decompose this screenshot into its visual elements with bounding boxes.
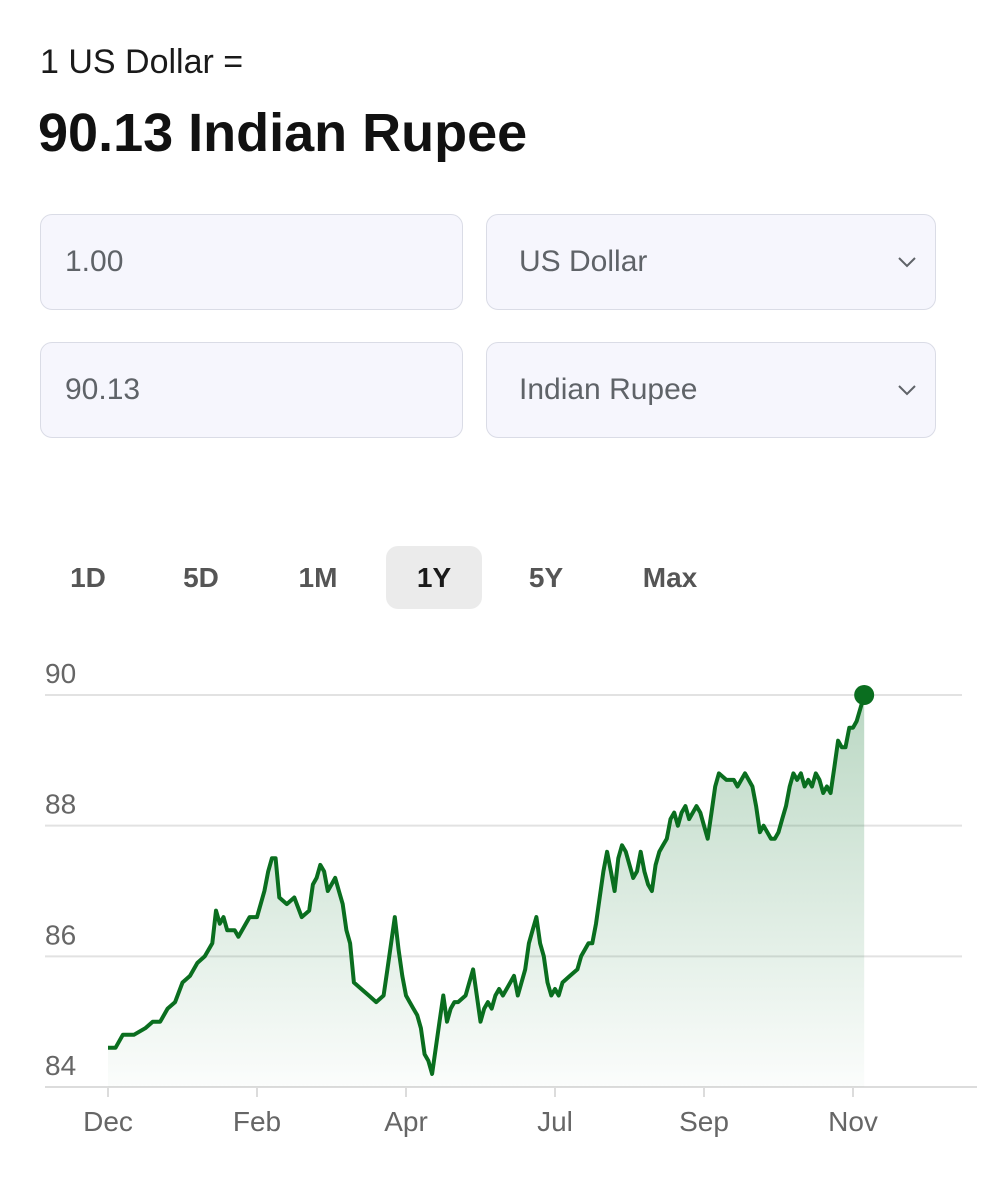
tab-label: 5Y	[528, 561, 564, 593]
series-area	[108, 695, 865, 1087]
y-tick-label: 90	[45, 658, 76, 689]
from-amount-input[interactable]: 1.00	[40, 214, 463, 310]
conversion-result: 90.13 Indian Rupee	[38, 103, 528, 163]
to-currency-value: Indian Rupee	[519, 373, 698, 406]
x-tick-label: Apr	[384, 1106, 428, 1137]
latest-point-marker	[854, 685, 875, 705]
tab-1m[interactable]: 1M	[270, 546, 366, 609]
exchange-rate-chart[interactable]: 84 86 88 90 Dec Feb Apr Jul Sep Nov	[0, 640, 999, 1160]
x-tick-label: Feb	[233, 1106, 281, 1137]
to-currency-select[interactable]: Indian Rupee	[486, 342, 936, 438]
tab-label: 1M	[298, 561, 338, 593]
y-tick-label: 86	[45, 919, 76, 950]
x-tick-label: Nov	[828, 1106, 878, 1137]
tab-label: 1Y	[416, 561, 452, 593]
to-amount-input[interactable]: 90.13	[40, 342, 463, 438]
tab-label: Max	[642, 561, 698, 593]
series-line	[108, 694, 867, 1076]
x-tick-label: Dec	[83, 1106, 133, 1137]
chevron-down-icon	[893, 376, 921, 404]
tab-label: 1D	[70, 561, 106, 593]
x-tick-label: Sep	[679, 1106, 729, 1137]
tab-5d[interactable]: 5D	[153, 546, 249, 609]
from-currency-value: US Dollar	[519, 245, 648, 278]
to-amount-value: 90.13	[65, 373, 141, 406]
from-amount-value: 1.00	[65, 245, 124, 278]
tab-1y[interactable]: 1Y	[386, 546, 482, 609]
y-tick-label: 84	[45, 1050, 76, 1081]
x-tick-label: Jul	[537, 1106, 573, 1137]
from-currency-select[interactable]: US Dollar	[486, 214, 936, 310]
y-tick-label: 88	[45, 789, 76, 820]
tab-5y[interactable]: 5Y	[498, 546, 594, 609]
tab-1d[interactable]: 1D	[40, 546, 136, 609]
tab-label: 5D	[183, 561, 219, 593]
rate-subtitle: 1 US Dollar =	[40, 43, 244, 81]
chevron-down-icon	[893, 248, 921, 276]
tab-max[interactable]: Max	[622, 546, 718, 609]
